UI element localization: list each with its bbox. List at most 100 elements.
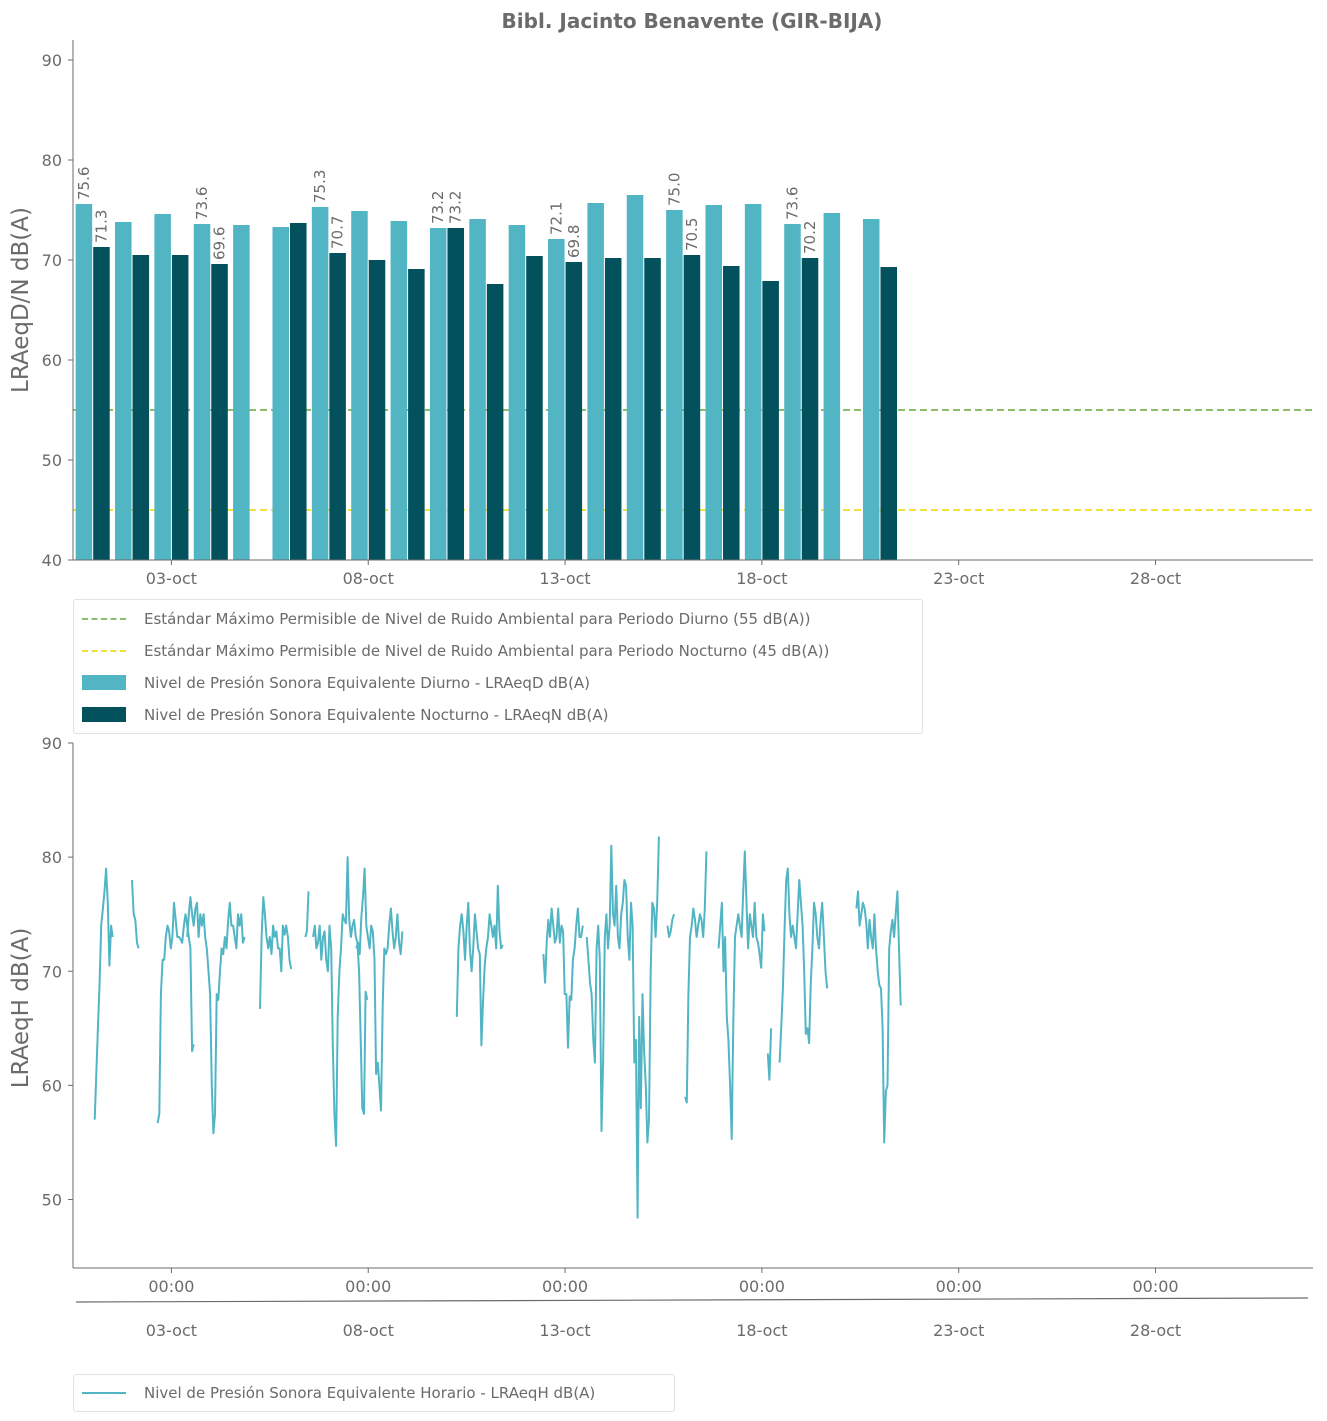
data-label-diurno: 75.6	[75, 167, 93, 200]
hourly-series-line	[156, 901, 195, 1124]
data-label-diurno: 73.6	[193, 187, 211, 220]
y-tick-label: 50	[42, 1191, 62, 1210]
bar-diurno	[587, 203, 604, 560]
data-label-nocturno: 70.7	[329, 216, 347, 249]
legend-label: Estándar Máximo Permisible de Nivel de R…	[144, 642, 830, 660]
hourly-series-line	[766, 1028, 773, 1081]
bar-diurno	[705, 205, 723, 560]
hourly-series-line	[778, 867, 829, 1063]
hourly-series-line	[542, 907, 584, 1049]
legend-swatch-nocturno	[82, 707, 126, 722]
bar-diurno	[154, 214, 171, 560]
data-label-diurno: 75.0	[665, 173, 683, 206]
y-tick-label: 80	[42, 151, 62, 170]
x-tick-label: 13-oct	[539, 569, 590, 588]
legend-swatch-diurno	[82, 675, 126, 690]
hourly-series-line	[455, 884, 504, 1047]
legend-item-night-limit: Estándar Máximo Permisible de Nivel de R…	[74, 635, 922, 667]
bar-diurno	[115, 222, 132, 560]
bar-diurno	[823, 213, 841, 560]
hourly-series-line	[684, 851, 708, 1104]
bar-diurno	[469, 219, 486, 560]
x-tick-label-date: 23-oct	[933, 1321, 984, 1340]
data-label-nocturno: 73.2	[447, 191, 465, 224]
legend-item-nocturno: Nivel de Presión Sonora Equivalente Noct…	[74, 699, 922, 731]
hourly-series-line	[186, 896, 246, 1135]
hourly-line-chart: 50 60 70 80 90 00:00 03-oct 00:00 08-oct 00:00 13-…	[8, 734, 1313, 1340]
bar-nocturno	[408, 269, 425, 560]
bar-diurno	[626, 195, 644, 560]
bar-nocturno	[762, 281, 779, 560]
legend-swatch-horario	[82, 1392, 126, 1394]
x-tick-label-time: 00:00	[345, 1277, 391, 1296]
y-tick-label: 90	[42, 51, 62, 70]
y-tick-label: 60	[42, 1076, 62, 1095]
hourly-series-line	[131, 879, 140, 949]
bar-diurno	[351, 211, 368, 560]
x-tick-label-date: 13-oct	[539, 1321, 590, 1340]
data-label-nocturno: 69.8	[565, 225, 583, 258]
bar-diurno	[508, 225, 526, 560]
bar-nocturno	[171, 255, 189, 560]
bar-nocturno	[486, 284, 504, 560]
bar-nocturno	[93, 247, 110, 560]
bar-diurno	[862, 219, 880, 560]
data-label-nocturno: 70.2	[801, 221, 819, 254]
legend-label: Estándar Máximo Permisible de Nivel de R…	[144, 610, 811, 628]
data-label-nocturno: 71.3	[92, 210, 110, 243]
bar-nocturno	[368, 260, 386, 560]
hourly-series-line	[585, 836, 660, 1219]
data-label-nocturno: 70.5	[683, 218, 701, 251]
bar-nocturno	[880, 267, 898, 560]
y-tick-label: 40	[42, 551, 62, 570]
x-tick-label-time: 00:00	[542, 1277, 588, 1296]
legend-swatch-day-limit	[82, 618, 126, 620]
x-tick-label-date: 03-oct	[146, 1321, 197, 1340]
data-label-diurno: 73.6	[783, 187, 801, 220]
bar-diurno	[666, 210, 683, 560]
bar-nocturno	[132, 255, 150, 560]
x-tick-label-time: 00:00	[1132, 1277, 1178, 1296]
bar-nocturno	[801, 258, 819, 560]
bar-chart-legend: Estándar Máximo Permisible de Nivel de R…	[73, 599, 923, 734]
data-label-diurno: 73.2	[429, 191, 447, 224]
x-tick-label: 03-oct	[146, 569, 197, 588]
hourly-series-line	[304, 891, 310, 938]
legend-label: Nivel de Presión Sonora Equivalente Noct…	[144, 706, 609, 724]
data-label-nocturno: 69.6	[211, 227, 229, 260]
date-axis-separator	[75, 1297, 1309, 1303]
x-tick-label: 28-oct	[1130, 569, 1181, 588]
bar-nocturno	[565, 262, 583, 560]
x-tick-label-time: 00:00	[739, 1277, 785, 1296]
legend-item-horario: Nivel de Presión Sonora Equivalente Hora…	[74, 1377, 674, 1409]
legend-label: Nivel de Presión Sonora Equivalente Hora…	[144, 1384, 596, 1402]
bar-nocturno	[211, 264, 228, 560]
legend-item-diurno: Nivel de Presión Sonora Equivalente Diur…	[74, 667, 922, 699]
x-tick-label: 18-oct	[736, 569, 787, 588]
bar-diurno	[272, 227, 290, 560]
hourly-series-line	[312, 856, 369, 1147]
y-tick-label: 50	[42, 451, 62, 470]
y-tick-label: 70	[42, 251, 62, 270]
x-tick-label-time: 00:00	[148, 1277, 194, 1296]
bar-nocturno	[683, 255, 701, 560]
bar-nocturno	[447, 228, 465, 560]
bar-diurno	[784, 224, 801, 560]
legend-label: Nivel de Presión Sonora Equivalente Diur…	[144, 674, 591, 692]
hourly-series-line	[717, 850, 766, 1140]
bar-diurno	[75, 204, 93, 560]
x-tick-label-date: 18-oct	[736, 1321, 787, 1340]
y-axis-label: LRAeqD/N dB(A)	[8, 207, 34, 393]
x-tick-label-date: 28-oct	[1130, 1321, 1181, 1340]
bar-nocturno	[723, 266, 740, 560]
bar-nocturno	[290, 223, 307, 560]
bar-nocturno	[644, 258, 661, 560]
x-tick-label-time: 00:00	[936, 1277, 982, 1296]
x-tick-label: 08-oct	[343, 569, 394, 588]
bar-diurno	[390, 221, 408, 560]
bar-diurno	[193, 224, 211, 560]
bar-diurno	[429, 228, 447, 560]
bar-nocturno	[526, 256, 543, 560]
bar-nocturno	[604, 258, 622, 560]
